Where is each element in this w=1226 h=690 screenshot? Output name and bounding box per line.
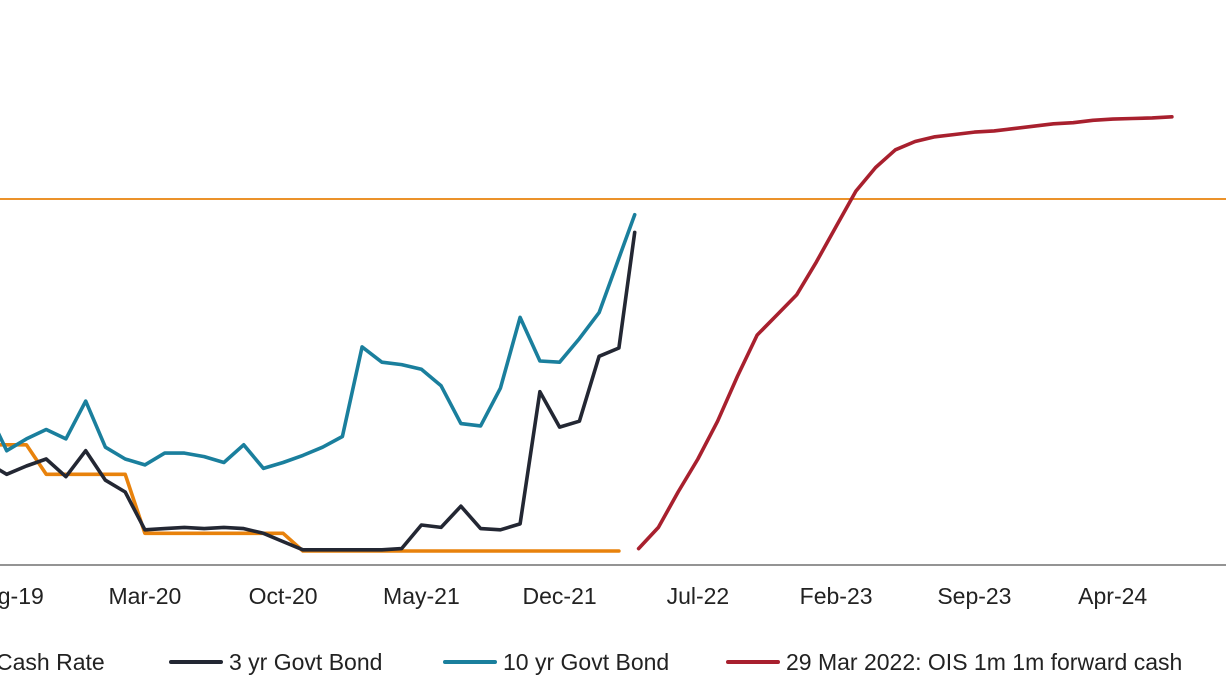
x-tick-label: Feb-23 <box>800 583 873 609</box>
series-layer <box>0 115 1174 553</box>
series-line-cash-rate <box>0 443 621 553</box>
x-tick-label: Oct-20 <box>249 583 318 609</box>
legend-label: Cash Rate <box>0 649 105 675</box>
legend-label: 10 yr Govt Bond <box>503 649 669 675</box>
series-line-29-mar-2022-ois-1m-1m-forward-cash <box>636 115 1174 551</box>
x-tick-label: Aug-19 <box>0 583 44 609</box>
x-tick-label: Dec-21 <box>523 583 597 609</box>
x-tick-label: May-21 <box>383 583 460 609</box>
x-tick-labels: Aug-19 Mar-20 Oct-20 May-21 Dec-21 Jul-22 Feb-… <box>0 583 1147 609</box>
legend-label: 29 Mar 2022: OIS 1m 1m forward cash <box>786 649 1182 675</box>
x-tick-label: Sep-23 <box>937 583 1011 609</box>
x-tick-label: Apr-24 <box>1078 583 1147 609</box>
series-line-10-yr-govt-bond <box>0 212 637 471</box>
legend: Cash Rate 3 yr Govt Bond 10 yr Govt Bond 29… <box>0 649 1182 675</box>
series-line-3-yr-govt-bond <box>0 230 637 552</box>
x-tick-label: Jul-22 <box>667 583 730 609</box>
legend-label: 3 yr Govt Bond <box>229 649 382 675</box>
x-tick-label: Mar-20 <box>108 583 181 609</box>
